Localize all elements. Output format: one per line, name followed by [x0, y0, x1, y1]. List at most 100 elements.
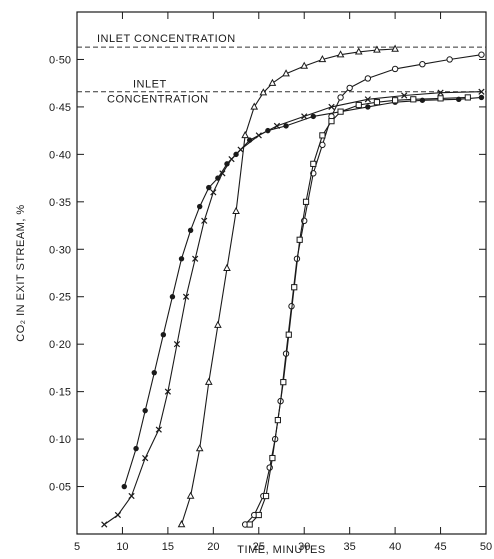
x-tick-label: 10: [116, 541, 128, 553]
open-square-marker: [437, 95, 444, 102]
x-tick-label: 15: [162, 541, 174, 553]
open-square-marker: [246, 521, 253, 528]
filled-circle-marker: [310, 113, 317, 120]
series-5: [246, 94, 471, 528]
y-tick-label: 0·50: [49, 54, 71, 66]
y-tick-label: 0·30: [49, 244, 71, 256]
reference-lines: INLET CONCENTRATION INLET CONCENTRATION: [77, 33, 486, 106]
open-square-marker: [328, 118, 335, 125]
open-square-marker: [296, 236, 303, 243]
y-tick-label: 0·25: [49, 292, 71, 304]
series-5-line: [249, 96, 468, 525]
filled-circle-marker: [283, 123, 289, 129]
filled-circle-marker: [206, 184, 212, 191]
open-triangle-marker: [250, 102, 259, 110]
filled-circle-marker: [142, 407, 148, 414]
open-circle-marker: [446, 56, 453, 63]
open-square-marker: [310, 160, 317, 167]
series-4: [241, 51, 485, 528]
open-circle-marker: [391, 65, 399, 73]
series-3-line: [180, 48, 396, 525]
open-circle-marker: [364, 75, 372, 82]
axis-tick-labels: 5 10 15 20 25 30 35 40 45 50 0·05 0·10 0·15 0·20 0·25 0…: [49, 54, 492, 553]
filled-circle-marker: [169, 294, 176, 300]
open-square-marker: [285, 331, 292, 338]
open-square-marker: [337, 108, 344, 115]
x-tick-label: 50: [480, 541, 492, 553]
x-cross-marker: [101, 521, 108, 528]
filled-circle-marker: [419, 97, 426, 103]
open-triangle-marker: [268, 78, 277, 86]
x-cross-marker: [210, 189, 217, 196]
filled-circle-marker: [151, 369, 157, 376]
x-tick-label: 45: [434, 541, 446, 553]
open-triangle-marker: [214, 320, 222, 328]
x-tick-label: 5: [74, 541, 80, 553]
open-triangle-marker: [232, 206, 240, 215]
filled-circle-marker: [121, 483, 127, 490]
filled-circle-marker: [478, 94, 485, 101]
x-cross-marker: [478, 88, 485, 95]
filled-circle-marker: [133, 445, 139, 452]
open-triangle-marker: [373, 45, 381, 53]
filled-circle-marker: [178, 256, 185, 262]
open-circle-marker: [346, 84, 353, 92]
y-tick-label: 0·20: [49, 339, 71, 351]
open-circle-marker: [478, 51, 485, 58]
inlet-concentration-label-upper: INLET CONCENTRATION: [97, 33, 236, 45]
open-square-marker: [291, 284, 298, 291]
series-3: [177, 44, 399, 528]
series-2-line: [103, 91, 482, 525]
series-layer: [101, 44, 485, 528]
x-tick-label: 30: [298, 541, 310, 553]
y-tick-label: 0·05: [49, 482, 71, 494]
x-cross-marker: [364, 96, 371, 103]
series-1: [121, 94, 485, 490]
open-triangle-marker: [223, 263, 231, 271]
open-square-marker: [274, 417, 281, 424]
series-1-line: [123, 96, 482, 487]
open-square-marker: [410, 96, 417, 103]
x-tick-label: 25: [253, 541, 265, 553]
y-axis-title: CO₂ IN EXIT STREAM, %: [15, 204, 27, 341]
y-tick-label: 0·10: [49, 434, 71, 446]
open-square-marker: [302, 198, 310, 205]
open-triangle-marker: [282, 69, 290, 77]
open-square-marker: [464, 94, 471, 101]
x-cross-marker: [301, 113, 308, 120]
open-square-marker: [392, 97, 399, 104]
x-cross-marker: [155, 426, 162, 433]
filled-circle-marker: [197, 203, 203, 210]
y-tick-label: 0·15: [49, 387, 71, 399]
x-cross-marker: [437, 89, 444, 96]
x-cross-marker: [328, 103, 335, 111]
x-cross-marker: [173, 341, 181, 348]
filled-circle-marker: [365, 104, 371, 110]
series-4-line: [244, 54, 482, 525]
x-cross-marker: [192, 255, 199, 262]
x-tick-label: 40: [389, 541, 401, 553]
open-square-marker: [280, 379, 287, 386]
filled-circle-marker: [187, 227, 194, 233]
open-triangle-marker: [186, 491, 195, 499]
open-circle-marker: [337, 94, 344, 101]
x-cross-marker: [273, 122, 281, 130]
x-cross-marker: [255, 132, 262, 139]
x-cross-marker: [201, 217, 208, 224]
y-tick-label: 0·40: [49, 149, 71, 161]
x-axis-title: TIME, MINUTES: [237, 544, 325, 556]
x-cross-marker: [114, 511, 122, 519]
open-square-marker: [355, 101, 362, 109]
open-triangle-marker: [318, 54, 327, 63]
x-tick-label: 35: [344, 541, 356, 553]
filled-circle-marker: [160, 331, 167, 338]
open-square-marker: [373, 99, 381, 106]
open-square-marker: [262, 492, 270, 500]
x-cross-marker: [128, 492, 135, 500]
open-square-marker: [269, 454, 276, 462]
open-triangle-marker: [204, 377, 213, 385]
open-triangle-marker: [195, 444, 204, 452]
open-circle-marker: [419, 60, 426, 68]
y-tick-label: 0·35: [49, 197, 71, 209]
